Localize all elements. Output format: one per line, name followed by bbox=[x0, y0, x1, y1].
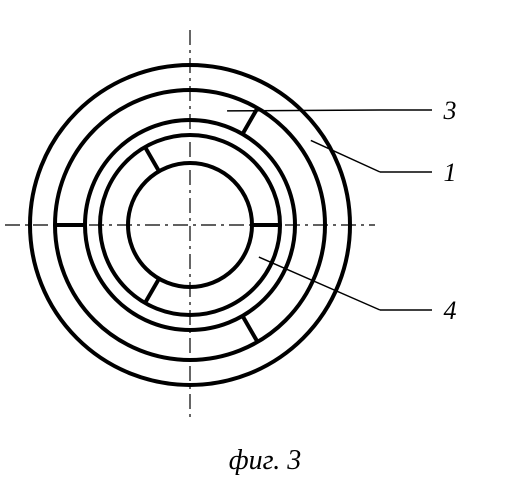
callout-leader bbox=[227, 110, 380, 111]
spoke-inner bbox=[145, 147, 159, 171]
callout-label: 4 bbox=[444, 296, 457, 325]
technical-drawing: 3 1 4 bbox=[0, 0, 530, 440]
figure-caption: фиг. 3 bbox=[0, 445, 530, 477]
callout-label: 3 bbox=[443, 96, 457, 125]
spoke-outer bbox=[243, 316, 258, 342]
spoke-outer bbox=[243, 108, 258, 134]
spoke-inner bbox=[145, 279, 159, 303]
callout-label: 1 bbox=[444, 158, 457, 187]
callout-leader bbox=[311, 140, 380, 172]
